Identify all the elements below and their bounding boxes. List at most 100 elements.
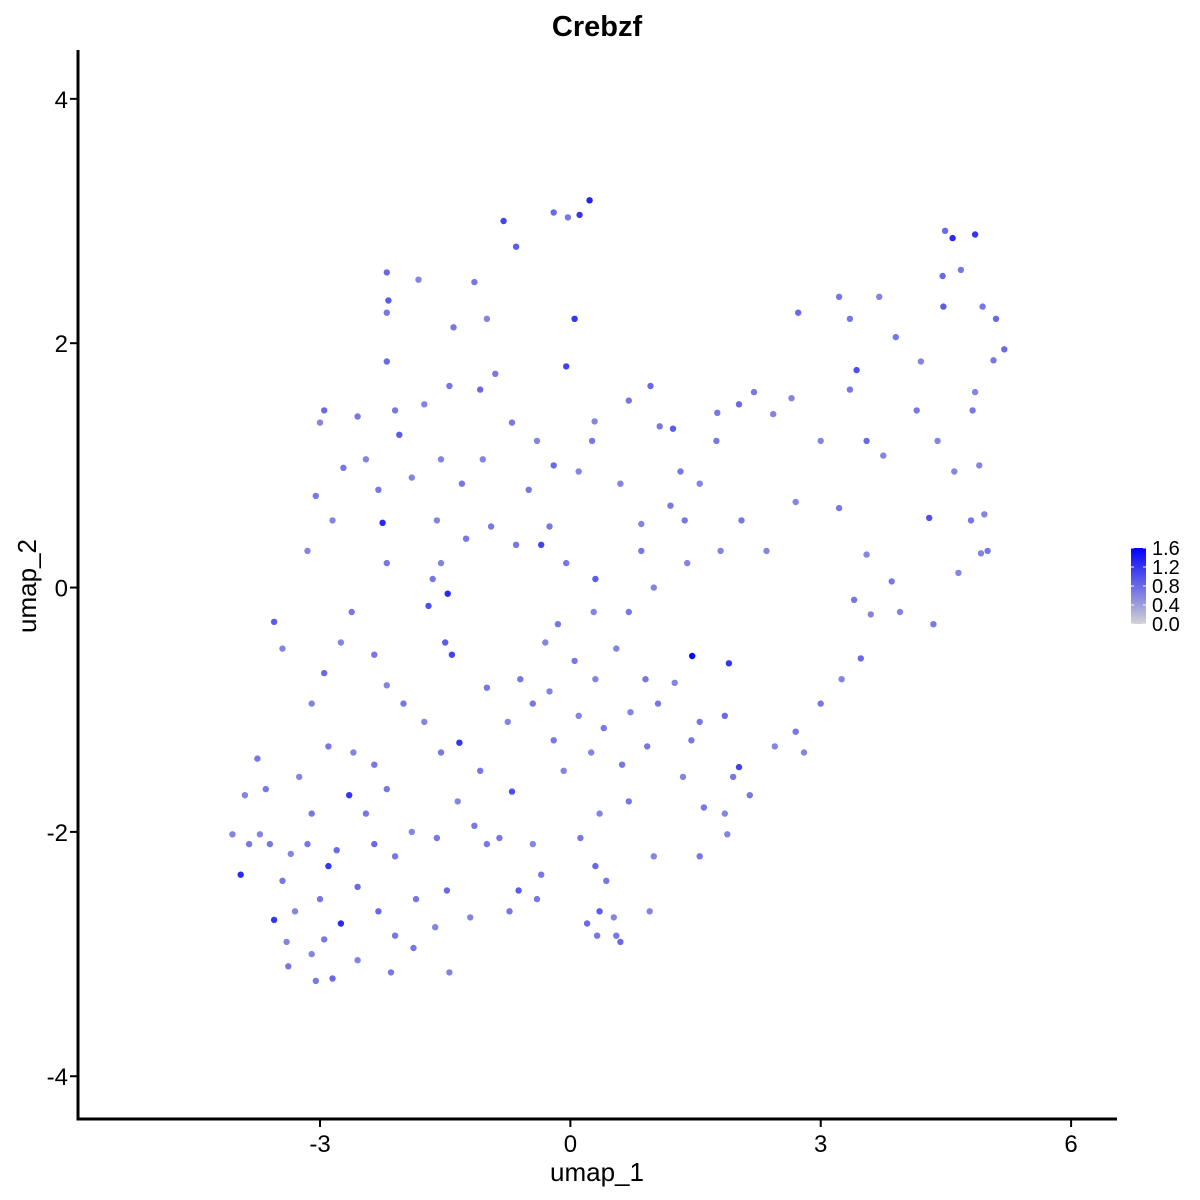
scatter-point: [410, 944, 417, 952]
scatter-point: [721, 712, 728, 719]
scatter-point: [477, 386, 484, 393]
scatter-point: [669, 425, 677, 432]
scatter-point: [969, 407, 976, 414]
scatter-point: [853, 366, 860, 374]
scatter-point: [644, 743, 651, 750]
scatter-point: [688, 737, 695, 744]
scatter-point: [583, 920, 591, 927]
scatter-point: [979, 303, 986, 310]
chart-title: Crebzf: [552, 11, 643, 43]
scatter-point: [940, 303, 947, 310]
scatter-point: [575, 468, 582, 475]
scatter-point: [735, 401, 743, 408]
scatter-point: [354, 957, 361, 964]
scatter-point: [391, 853, 399, 860]
scatter-point: [304, 547, 311, 555]
scatter-point: [538, 541, 545, 548]
scatter-point: [654, 700, 662, 707]
scatter-point: [506, 908, 513, 915]
legend-label: 1.6: [1152, 538, 1180, 560]
scatter-point: [538, 871, 545, 878]
scatter-point: [308, 810, 315, 817]
scatter-point: [647, 382, 654, 390]
scatter-point: [408, 828, 415, 836]
scatter-point: [412, 895, 420, 903]
scatter-point: [1001, 346, 1008, 353]
scatter-point: [575, 712, 582, 719]
scatter-point: [591, 418, 598, 425]
scatter-point: [546, 688, 553, 695]
scatter-point: [934, 437, 941, 445]
y-tick-label: 2: [55, 331, 68, 358]
scatter-point: [432, 924, 439, 931]
scatter-point: [421, 401, 428, 408]
y-axis-ticks: -4 -2 0 2 4: [47, 87, 78, 1091]
scatter-point: [350, 749, 357, 756]
scatter-point: [375, 908, 382, 915]
scatter-point: [383, 785, 390, 793]
scatter-point: [321, 669, 328, 677]
scatter-point: [896, 608, 904, 616]
scatter-point: [433, 517, 441, 524]
scatter-point: [613, 645, 620, 652]
scatter-point: [443, 887, 451, 894]
scatter-point: [563, 363, 570, 370]
scatter-point: [462, 535, 470, 542]
scatter-point: [863, 437, 870, 445]
scatter-point: [586, 197, 593, 204]
scatter-point: [738, 517, 745, 524]
y-tick-label: 0: [55, 576, 68, 603]
scatter-point: [992, 315, 1000, 322]
scatter-point: [603, 877, 610, 884]
scatter-point: [346, 792, 353, 799]
scatter-point: [977, 550, 985, 557]
y-tick-label: -4: [47, 1064, 68, 1091]
x-tick-label: 6: [1064, 1131, 1077, 1158]
scatter-point: [425, 602, 432, 610]
scatter-point: [700, 804, 708, 811]
scatter-point: [437, 456, 445, 463]
scatter-point: [446, 969, 453, 976]
scatter-point: [362, 810, 370, 817]
scatter-point: [735, 763, 743, 771]
scatter-point: [508, 419, 516, 426]
scatter-point: [951, 468, 958, 475]
scatter-point: [371, 651, 378, 658]
scatter-point: [592, 676, 599, 683]
scatter-point: [362, 456, 370, 463]
x-axis-ticks: -3 0 3 6: [309, 1119, 1078, 1158]
scatter-point: [340, 464, 347, 471]
scatter-point: [546, 523, 553, 530]
scatter-point: [792, 498, 799, 506]
scatter-point: [542, 639, 549, 646]
scatter-point: [990, 357, 997, 364]
scatter-point: [446, 382, 453, 390]
scatter-point: [379, 519, 386, 526]
scatter-point: [590, 608, 597, 616]
y-tick-label: 4: [55, 87, 68, 114]
scatter-point: [625, 397, 632, 404]
scatter-point: [391, 932, 399, 939]
scatter-point: [254, 755, 261, 762]
scatter-point: [564, 214, 572, 221]
scatter-point: [442, 639, 449, 646]
y-axis-title: umap_2: [12, 539, 42, 633]
scatter-point: [262, 785, 269, 793]
scatter-point: [512, 541, 520, 548]
scatter-point: [458, 480, 466, 487]
scatter-point: [550, 209, 557, 216]
scatter-point: [437, 749, 445, 756]
scatter-point: [642, 676, 649, 683]
scatter-point: [863, 551, 870, 558]
scatter-point: [560, 767, 567, 774]
scatter-point: [667, 502, 674, 509]
scatter-point: [721, 810, 728, 817]
scatter-point: [610, 914, 617, 921]
scatter-point: [696, 853, 703, 860]
scatter-point: [617, 938, 624, 946]
scatter-point: [800, 749, 808, 756]
x-tick-label: -3: [309, 1131, 330, 1158]
scatter-point: [504, 718, 511, 726]
scatter-point: [245, 840, 253, 848]
scatter-point: [638, 547, 645, 555]
